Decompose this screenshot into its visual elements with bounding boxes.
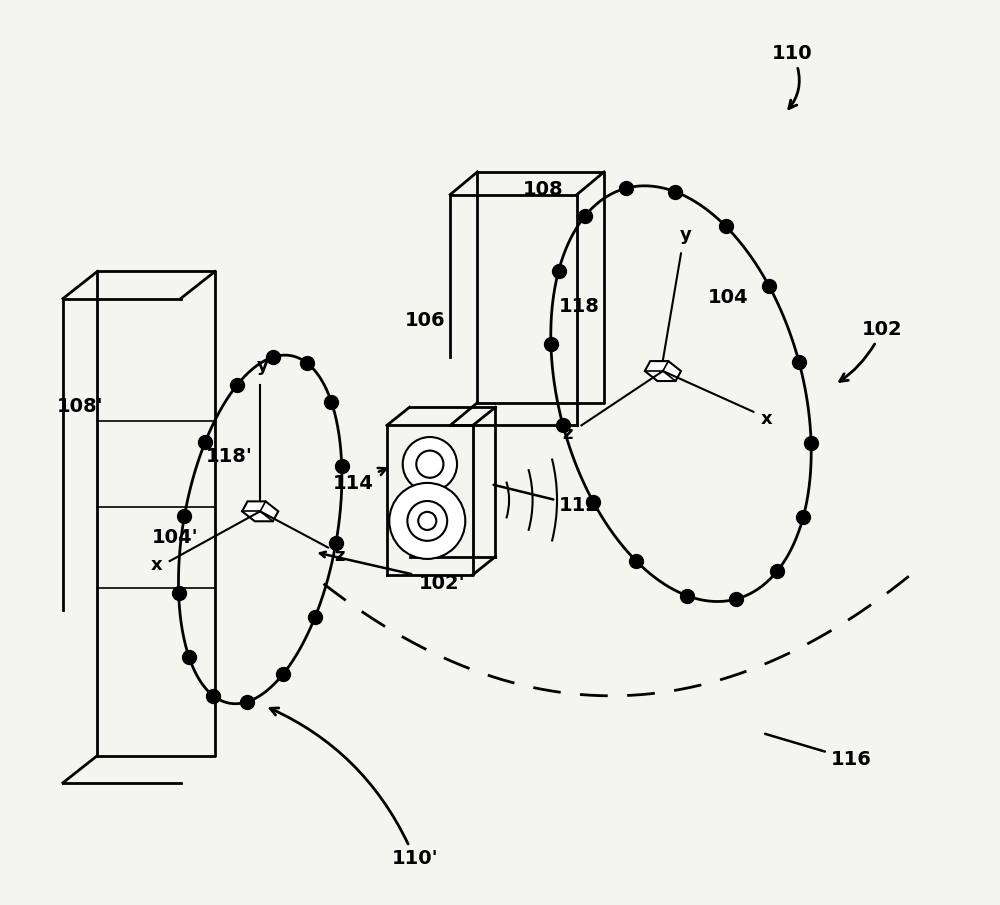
Text: 112: 112: [494, 485, 600, 515]
Point: [628, 554, 644, 568]
Text: y: y: [680, 226, 691, 243]
Text: x: x: [761, 410, 773, 427]
Point: [239, 695, 255, 710]
Point: [171, 586, 187, 600]
Point: [265, 349, 281, 364]
Point: [229, 378, 245, 393]
Text: 102: 102: [840, 319, 903, 381]
Circle shape: [403, 437, 457, 491]
Point: [577, 209, 593, 224]
Point: [667, 185, 683, 199]
Text: 108: 108: [523, 179, 563, 198]
Point: [543, 337, 559, 351]
Point: [679, 588, 695, 603]
Point: [618, 181, 634, 195]
Text: 104': 104': [152, 528, 198, 547]
Text: y: y: [257, 357, 269, 375]
Point: [551, 263, 567, 278]
Text: 114: 114: [333, 468, 386, 492]
Point: [761, 279, 777, 293]
Point: [795, 510, 811, 524]
Point: [769, 564, 785, 578]
Point: [197, 434, 213, 449]
Text: 106: 106: [405, 310, 446, 329]
Point: [728, 592, 744, 606]
Text: 104: 104: [708, 288, 749, 307]
Polygon shape: [242, 501, 278, 521]
Point: [323, 395, 339, 409]
Point: [275, 666, 291, 681]
Point: [555, 418, 571, 433]
Point: [334, 459, 350, 473]
Point: [299, 356, 315, 370]
Text: 110: 110: [772, 43, 812, 109]
Point: [718, 219, 734, 233]
Text: 102': 102': [419, 575, 465, 593]
Point: [791, 355, 807, 369]
Circle shape: [389, 483, 465, 559]
Text: 108': 108': [57, 396, 103, 415]
Text: z: z: [563, 425, 573, 443]
Text: z: z: [335, 548, 345, 565]
Point: [181, 650, 197, 664]
Point: [328, 536, 344, 550]
Text: 118': 118': [206, 446, 253, 465]
Point: [803, 436, 819, 451]
Text: 110': 110': [270, 708, 438, 868]
Circle shape: [418, 512, 436, 530]
Point: [585, 494, 601, 509]
Point: [205, 689, 221, 703]
Text: 116: 116: [765, 734, 871, 768]
Circle shape: [407, 501, 447, 541]
Text: x: x: [150, 557, 162, 574]
Polygon shape: [645, 361, 681, 381]
Circle shape: [416, 451, 443, 478]
Point: [176, 509, 192, 523]
Point: [307, 610, 323, 624]
Text: 118: 118: [559, 297, 600, 316]
